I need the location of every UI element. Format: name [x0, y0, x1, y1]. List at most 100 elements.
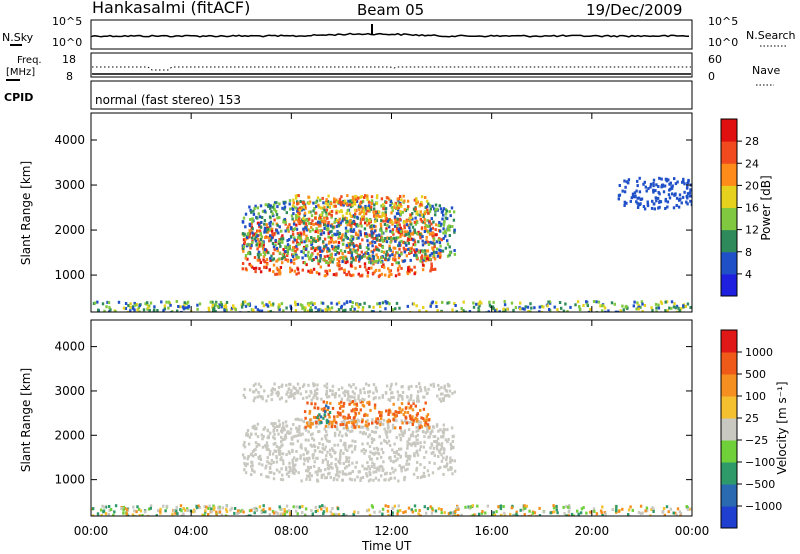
heatmap-cell [276, 223, 279, 227]
heatmap-cell [272, 257, 276, 261]
heatmap-cell [329, 401, 332, 405]
heatmap-cell [327, 220, 330, 224]
x-tick-label: 12:00 [374, 524, 409, 538]
heatmap-cell [348, 199, 352, 203]
heatmap-cell [225, 300, 229, 304]
heatmap-cell [326, 439, 329, 443]
heatmap-cell [334, 240, 338, 244]
heatmap-cell [325, 224, 328, 228]
heatmap-cell [448, 389, 452, 393]
colorbar-segment [721, 273, 737, 297]
heatmap-cell [271, 233, 274, 236]
heatmap-cell [686, 192, 690, 196]
heatmap-cell [185, 508, 188, 512]
heatmap-cell [289, 395, 292, 398]
heatmap-cell [285, 453, 288, 456]
heatmap-cell [219, 301, 223, 304]
heatmap-cell [540, 310, 544, 312]
heatmap-cell [114, 310, 117, 312]
heatmap-cell [387, 197, 391, 201]
heatmap-cell [371, 461, 374, 465]
heatmap-cell [311, 512, 314, 516]
heatmap-cell [269, 256, 272, 260]
heatmap-cell [399, 410, 403, 414]
heatmap-cell [389, 220, 392, 224]
heatmap-cell [314, 505, 317, 509]
heatmap-cell [257, 382, 261, 386]
heatmap-cell [667, 193, 671, 197]
heatmap-cell [270, 458, 274, 462]
heatmap-cell [279, 266, 283, 269]
y-tick-label: 4000 [54, 133, 85, 147]
heatmap-cell [349, 229, 352, 233]
heatmap-cell [383, 478, 386, 482]
heatmap-cell [345, 390, 348, 394]
heatmap-cell [253, 206, 256, 210]
heatmap-cell [138, 304, 141, 308]
heatmap-cell [395, 301, 399, 305]
heatmap-cell [448, 224, 451, 228]
heatmap-cell [343, 270, 346, 274]
heatmap-cell [345, 229, 348, 233]
heatmap-cell [373, 240, 377, 244]
heatmap-cell [552, 504, 555, 508]
heatmap-cell [384, 256, 387, 260]
heatmap-cell [274, 449, 278, 453]
heatmap-cell [323, 410, 327, 414]
heatmap-cell [435, 445, 438, 449]
heatmap-cell [617, 197, 620, 201]
heatmap-cell [289, 207, 292, 211]
heatmap-cell [328, 307, 331, 311]
heatmap-cell [345, 426, 348, 430]
heatmap-cell [273, 248, 276, 252]
heatmap-cell [338, 402, 341, 406]
heatmap-cell [253, 506, 256, 510]
heatmap-cell [453, 252, 457, 256]
heatmap-cell [301, 384, 305, 388]
heatmap-cell [307, 475, 311, 478]
heatmap-cell [325, 269, 329, 273]
heatmap-cell [448, 253, 451, 257]
heatmap-cell [410, 420, 413, 424]
heatmap-cell [478, 304, 481, 308]
heatmap-cell [296, 429, 299, 433]
heatmap-cell [260, 433, 263, 437]
heatmap-cell [217, 506, 220, 510]
heatmap-cell [256, 422, 260, 426]
heatmap-cell [379, 222, 383, 226]
heatmap-cell [400, 239, 403, 243]
heatmap-cell [365, 382, 368, 386]
heatmap-cell [101, 302, 105, 306]
heatmap-cell [316, 196, 320, 200]
heatmap-cell [101, 504, 104, 508]
heatmap-cell [340, 203, 343, 207]
heatmap-cell [366, 413, 369, 417]
heatmap-cell [243, 242, 246, 246]
heatmap-cell [400, 402, 404, 406]
heatmap-cell [298, 428, 301, 432]
x-tick-label: 08:00 [274, 524, 309, 538]
heatmap-cell [296, 194, 299, 198]
heatmap-cell [373, 270, 376, 274]
heatmap-cell [405, 421, 409, 425]
heatmap-cell [338, 458, 342, 461]
heatmap-cell [243, 387, 246, 391]
heatmap-cell [352, 258, 355, 262]
heatmap-cell [484, 511, 487, 515]
heatmap-cell [351, 470, 354, 473]
heatmap-cell [426, 429, 429, 433]
heatmap-cell [328, 269, 331, 273]
heatmap-cell [631, 508, 634, 512]
heatmap-cell [431, 471, 435, 475]
heatmap-cell [250, 308, 254, 312]
heatmap-cell [264, 203, 267, 207]
heatmap-cell [348, 402, 351, 406]
heatmap-cell [443, 511, 446, 515]
heatmap-cell [547, 300, 550, 304]
heatmap-cell [251, 217, 254, 221]
heatmap-cell [272, 263, 276, 267]
heatmap-cell [329, 258, 332, 262]
heatmap-cell [372, 470, 375, 474]
heatmap-cell [326, 199, 330, 203]
heatmap-cell [503, 300, 506, 303]
